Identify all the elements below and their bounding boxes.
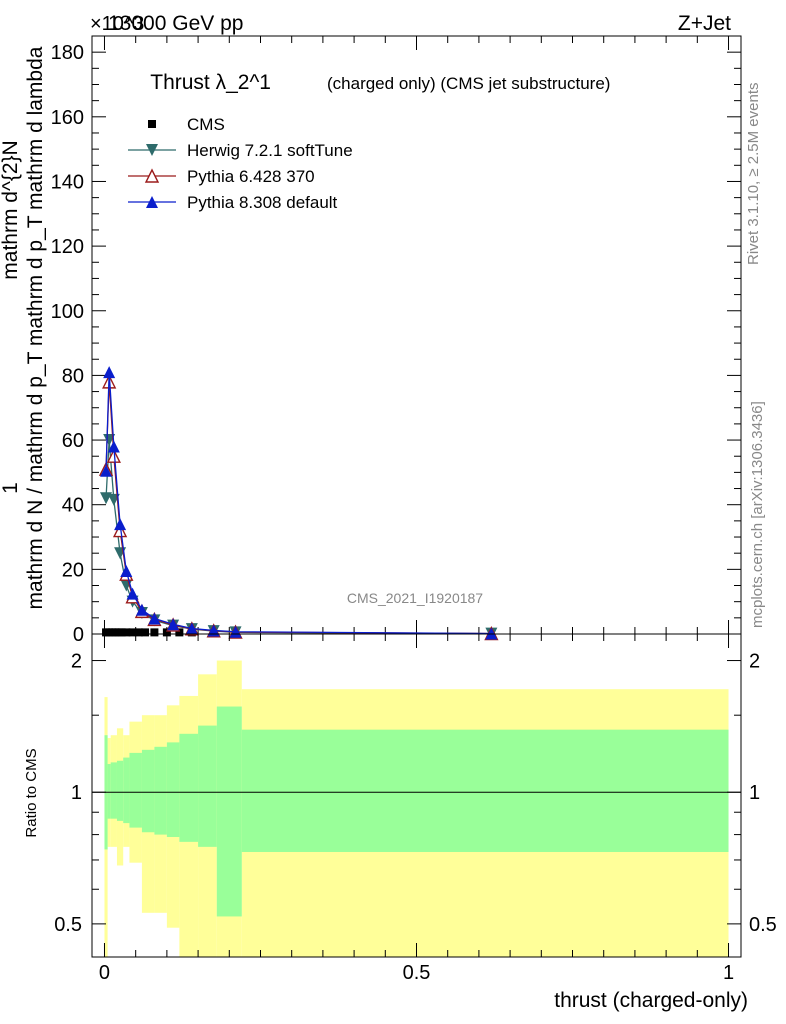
series-3-point [100, 464, 113, 477]
ratio-inner-band [107, 764, 111, 819]
analysis-label: CMS_2021_I1920187 [347, 590, 483, 606]
series-3-point [207, 624, 220, 637]
x-axis-label: thrust (charged-only) [554, 989, 748, 1012]
legend-label: Pythia 6.428 370 [187, 167, 315, 186]
y-tick-label: 120 [51, 236, 84, 258]
y-multiplier-label: ×10^3 [90, 13, 144, 35]
y-tick-label: 0 [73, 624, 84, 646]
series-2-point [112, 522, 128, 538]
series-3-point [135, 603, 148, 616]
series-0-point [150, 628, 159, 637]
series-3-point [114, 518, 127, 531]
series-3-point [103, 366, 116, 379]
y-tick-label: 180 [51, 42, 84, 64]
ratio-inner-band [241, 729, 729, 852]
series-0-point [162, 628, 171, 637]
ratio-y-tick-label-right: 0.5 [749, 914, 777, 936]
series-0-point [175, 628, 184, 637]
series-0-point [117, 628, 126, 637]
ratio-inner-band [166, 742, 180, 837]
energy-label: 13000 GeV pp [108, 12, 243, 35]
ratio-inner-band [154, 746, 167, 835]
upper-panel: 0 20 40 60 80 100 120 140 160 180 CMS Herwig 7.2.1 … [51, 35, 742, 646]
ratio-inner-band [179, 733, 199, 842]
chart-title: Thrust λ_2^1 [150, 71, 271, 94]
y-tick-label: 100 [51, 301, 84, 323]
y-tick-label: 140 [51, 171, 84, 193]
legend-marker [146, 196, 158, 208]
legend-label: Herwig 7.2.1 softTune [187, 141, 353, 160]
x-tick-label: 0.5 [403, 962, 431, 984]
process-label: Z+Jet [678, 12, 731, 35]
rivet-note: Rivet 3.1.10, ≥ 2.5M events [745, 83, 762, 266]
ratio-inner-band [123, 757, 130, 824]
x-tick-label: 0 [99, 962, 110, 984]
y-tick-label: 20 [62, 559, 84, 581]
series-3-point [126, 587, 139, 600]
series-2-point [106, 448, 121, 463]
y-tick-label: 160 [51, 107, 84, 129]
legend-label: Pythia 8.308 default [187, 193, 338, 212]
legend-marker [146, 144, 158, 156]
legend-marker [144, 168, 160, 183]
chart-subtitle: (charged only) (CMS jet substructure) [327, 74, 610, 93]
series-3-point [107, 440, 120, 453]
series-3-point [167, 618, 180, 631]
ratio-y-label: Ratio to CMS [23, 748, 40, 837]
legend-label: CMS [187, 115, 225, 134]
y-label-numerator: 1 [0, 482, 22, 494]
series-0-point [128, 628, 137, 637]
ratio-inner-band [116, 760, 124, 821]
y-tick-label: 80 [62, 365, 84, 387]
series-3-point [229, 625, 242, 638]
annotations: 13000 GeV pp Z+Jet ×10^3 Rivet 3.1.10, ≥… [0, 12, 766, 1012]
series-0-point [134, 628, 143, 637]
series-0-point [141, 628, 150, 637]
ratio-inner-band [216, 706, 242, 917]
legend-marker [148, 120, 156, 128]
series-3-point [185, 622, 198, 635]
lower-panel: 0 0.5 1 0.5 0.5 1 1 2 2 [54, 633, 777, 984]
ratio-inner-band [141, 749, 155, 833]
ratio-y-tick-label-right: 1 [749, 782, 760, 804]
y-tick-label: 40 [62, 495, 84, 517]
mcplots-note: mcplots.cern.ch [arXiv:1306.3436] [749, 401, 766, 628]
ratio-inner-band [110, 762, 117, 819]
ratio-y-tick-label: 1 [71, 782, 82, 804]
ratio-inner-band [198, 725, 217, 847]
series-0-point [122, 628, 131, 637]
x-tick-label: 1 [723, 962, 734, 984]
series-3-point [148, 612, 161, 625]
y-label-dn: mathrm d^{2}N [0, 140, 22, 279]
ratio-y-tick-label-right: 2 [749, 651, 760, 673]
series-3-point [120, 564, 133, 577]
ratio-y-tick-label: 0.5 [54, 914, 82, 936]
ratio-y-tick-label: 2 [71, 651, 82, 673]
ratio-inner-band [129, 752, 142, 828]
y-label-denominator: mathrm d N / mathrm d p_T mathrm d p_T m… [24, 46, 47, 609]
y-tick-label: 60 [62, 430, 84, 452]
